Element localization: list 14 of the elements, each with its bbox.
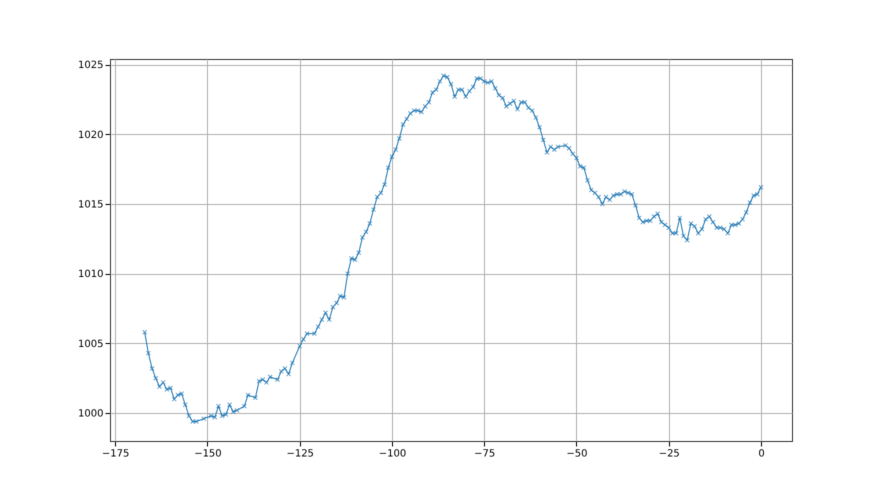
y-tick-label: 1005 [78, 338, 104, 350]
x-tick-label: −175 [102, 448, 130, 460]
x-tick-label: −125 [286, 448, 314, 460]
y-tick-label: 1015 [78, 199, 104, 210]
x-tick-label: −50 [566, 448, 588, 460]
x-tick-label: −25 [658, 448, 680, 460]
x-tick-label: 0 [758, 448, 765, 460]
y-tick-label: 1010 [78, 269, 104, 280]
y-tick-label: 1020 [78, 130, 104, 141]
y-tick-label: 1000 [78, 408, 104, 420]
y-tick-label: 1025 [78, 60, 104, 72]
x-tick-label: −150 [194, 448, 222, 460]
x-tick-label: −75 [474, 448, 496, 460]
x-tick-label: −100 [378, 448, 406, 460]
